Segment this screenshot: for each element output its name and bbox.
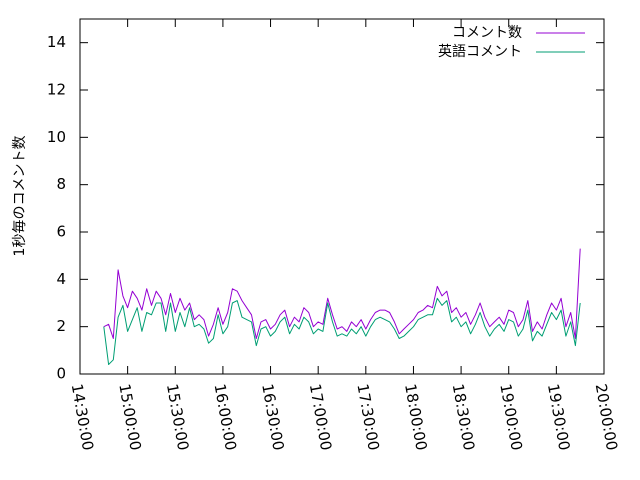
series-line-1 xyxy=(103,248,581,339)
y-tick-label: 12 xyxy=(47,81,66,99)
y-tick-label: 0 xyxy=(56,365,66,383)
axis-ticks xyxy=(79,19,605,375)
y-tick-label: 4 xyxy=(56,270,66,288)
plot-frame xyxy=(79,18,605,375)
y-tick-label: 2 xyxy=(56,317,66,335)
y-tick-label: 10 xyxy=(47,128,66,146)
y-tick-label: 6 xyxy=(56,223,66,241)
legend-label-1: コメント数 xyxy=(452,25,522,41)
y-axis-label: 1秒毎のコメント数 xyxy=(12,136,28,257)
y-tick-label: 14 xyxy=(47,33,66,51)
legend-label-2: 英語コメント xyxy=(438,43,522,60)
y-tick-labels: 0 2 4 6 8 10 12 14 xyxy=(47,33,66,382)
series-lines xyxy=(103,248,581,365)
series-line-2 xyxy=(103,297,581,365)
y-tick-label: 8 xyxy=(56,175,66,193)
